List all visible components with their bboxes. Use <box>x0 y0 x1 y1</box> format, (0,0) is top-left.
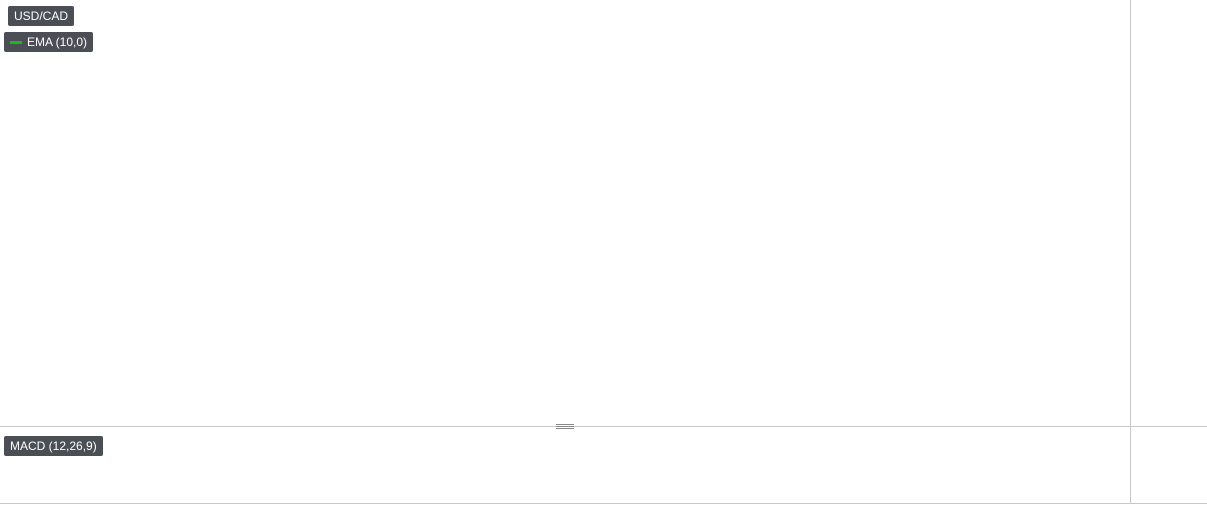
ema-legend: EMA (10,0) <box>4 32 94 52</box>
legend-swatch <box>10 40 22 44</box>
symbol-text: USD/CAD <box>14 9 69 23</box>
legend-text: EMA (10,0) <box>27 35 88 49</box>
legend-text: MACD (12,26,9) <box>10 439 97 453</box>
panel-grip[interactable] <box>556 424 574 429</box>
macd-legend: MACD (12,26,9) <box>4 436 103 456</box>
symbol-label: USD/CAD <box>8 6 75 26</box>
